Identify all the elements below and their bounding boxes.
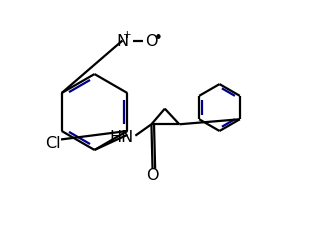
Text: Cl: Cl: [45, 135, 60, 150]
Text: O: O: [146, 167, 159, 182]
Text: HN: HN: [109, 129, 133, 144]
Text: +: +: [123, 30, 132, 40]
Text: •: •: [154, 31, 163, 46]
Text: O: O: [145, 34, 157, 49]
Text: N: N: [116, 34, 128, 49]
